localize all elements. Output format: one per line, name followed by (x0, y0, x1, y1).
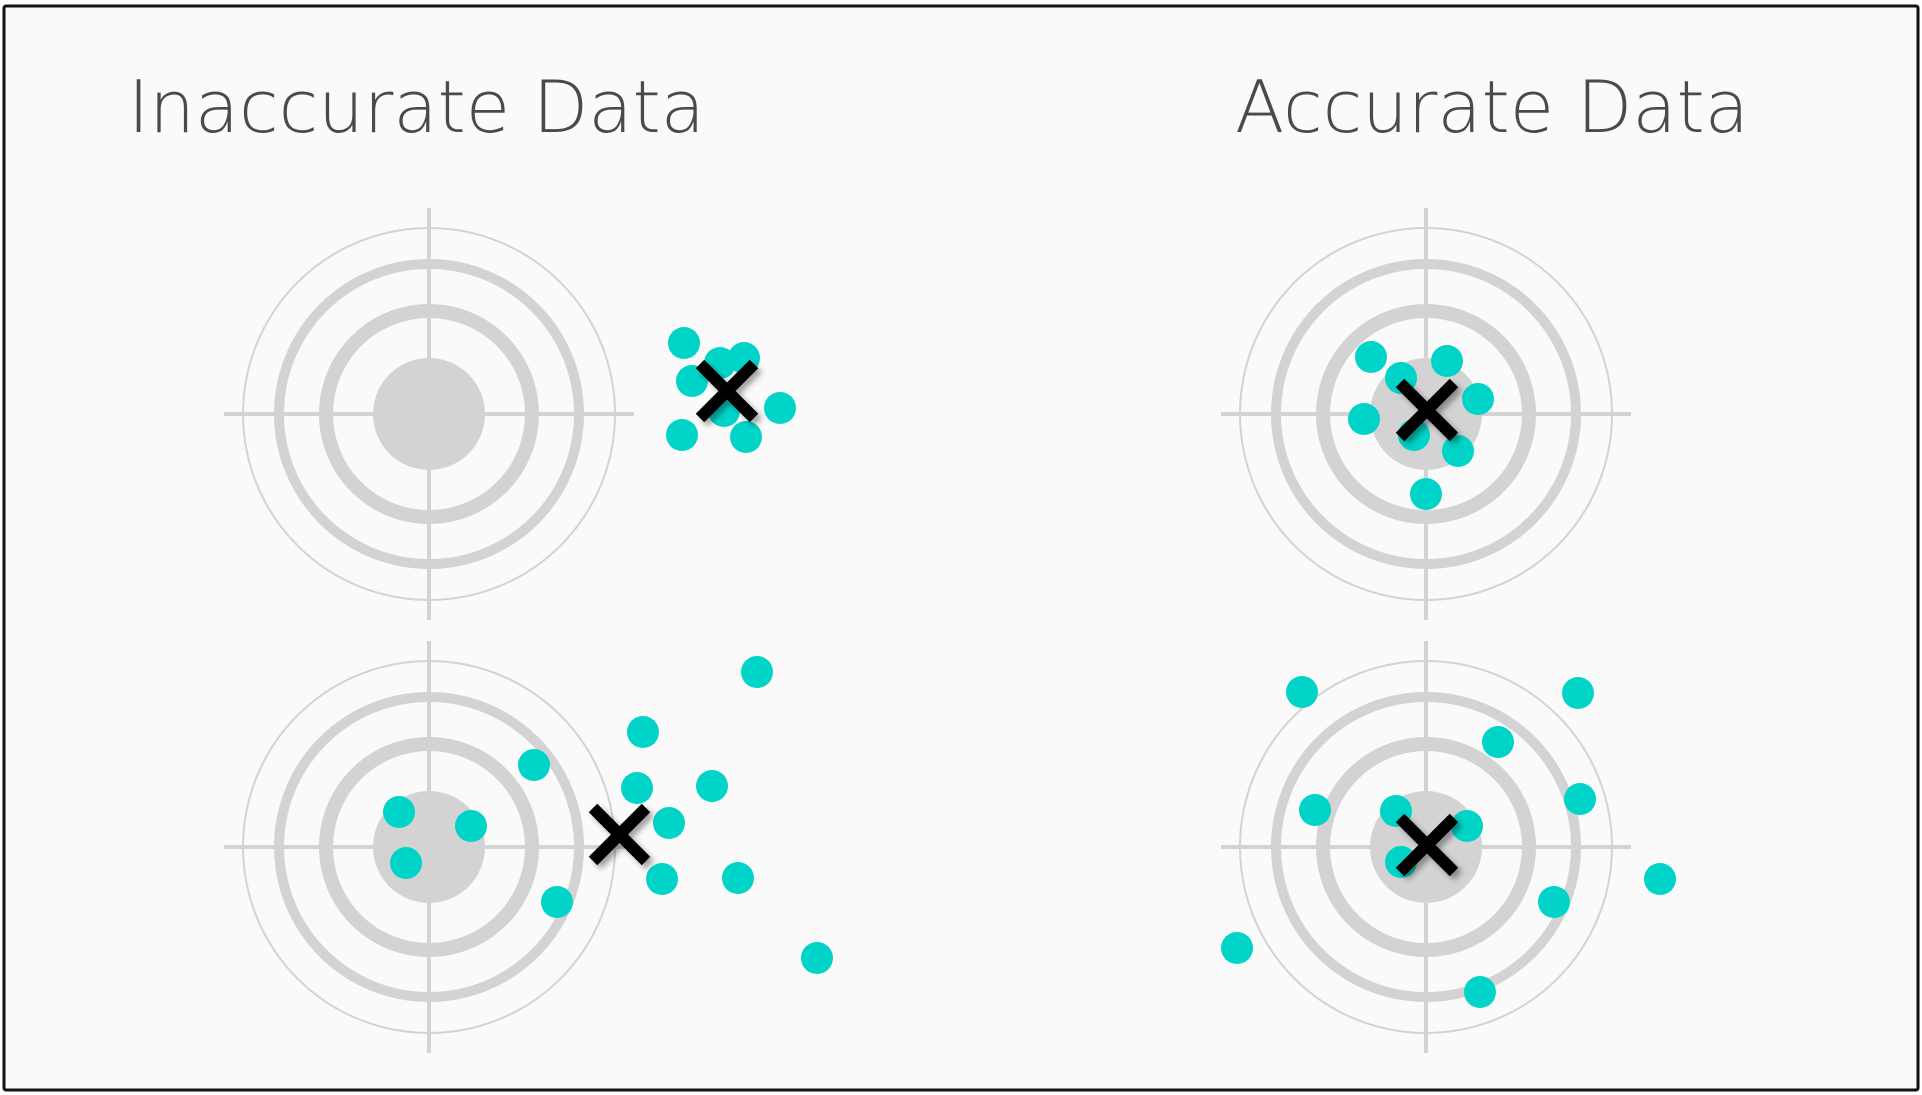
average-x-mark (695, 359, 759, 423)
data-point-dot (621, 772, 653, 804)
data-point-dot (696, 770, 728, 802)
data-point-dot (722, 862, 754, 894)
data-point-dot (1462, 383, 1494, 415)
data-point-dot (1464, 976, 1496, 1008)
target-icon (224, 208, 634, 620)
data-point-dot (1538, 886, 1570, 918)
data-point-dot (764, 392, 796, 424)
data-point-dot (676, 365, 708, 397)
data-point-dot (1442, 435, 1474, 467)
data-point-dot (627, 716, 659, 748)
average-x-mark (1395, 378, 1459, 442)
data-point-dot (455, 810, 487, 842)
title-inaccurate-data: Inaccurate Data (128, 65, 705, 149)
dot-cluster-inaccurate-imprecise (383, 656, 833, 974)
data-point-dot (801, 942, 833, 974)
data-point-dot (1348, 403, 1380, 435)
data-point-dot (1221, 932, 1253, 964)
average-x-mark (588, 803, 651, 866)
data-point-dot (1564, 783, 1596, 815)
data-point-dot (1562, 677, 1594, 709)
data-point-dot (390, 847, 422, 879)
data-point-dot (518, 749, 550, 781)
data-point-dot (383, 796, 415, 828)
data-point-dot (668, 327, 700, 359)
data-point-dot (1431, 345, 1463, 377)
data-point-dot (1644, 863, 1676, 895)
data-point-dot (666, 419, 698, 451)
data-point-dot (653, 807, 685, 839)
data-point-dot (646, 863, 678, 895)
data-point-dot (1299, 794, 1331, 826)
data-point-dot (1482, 726, 1514, 758)
data-point-dot (1286, 676, 1318, 708)
title-accurate-data: Accurate Data (1235, 65, 1749, 149)
data-point-dot (1410, 478, 1442, 510)
data-point-dot (730, 421, 762, 453)
data-point-dot (1355, 341, 1387, 373)
data-point-dot (741, 656, 773, 688)
data-point-dot (1451, 810, 1483, 842)
data-point-dot (541, 886, 573, 918)
panel-background (2, 4, 1920, 1092)
average-x-mark (1395, 813, 1459, 877)
